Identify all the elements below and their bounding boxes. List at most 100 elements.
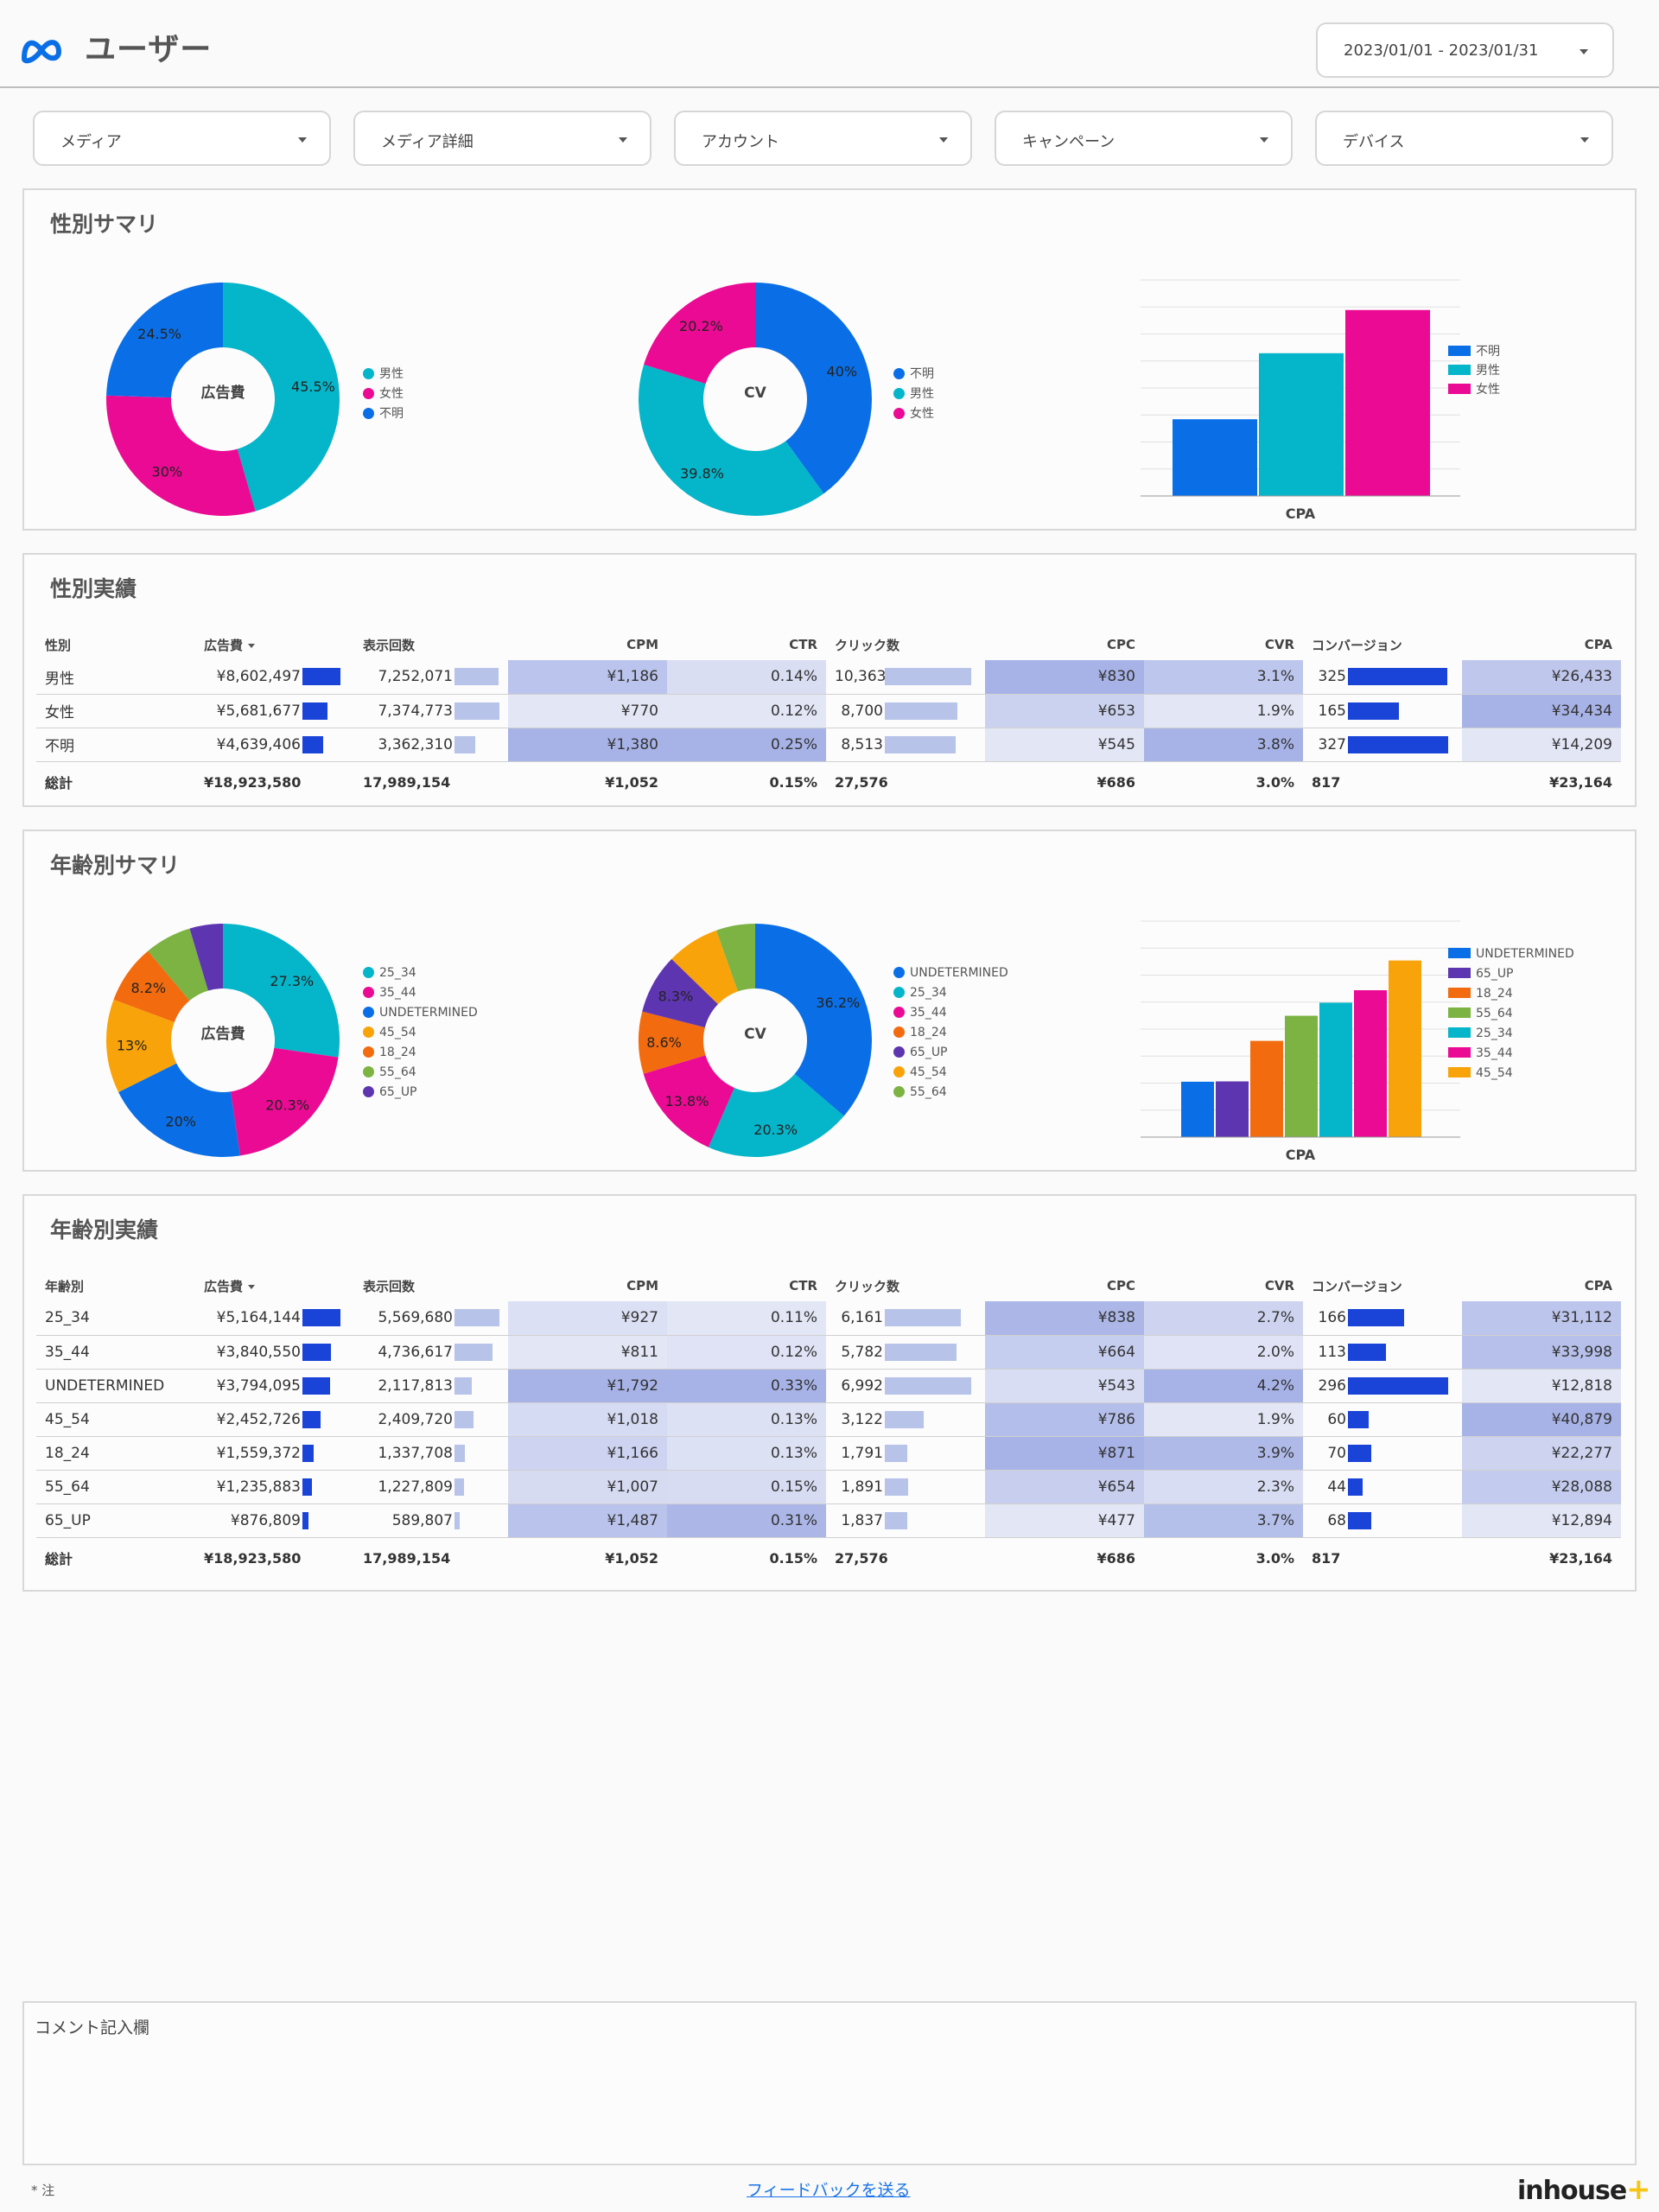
table-row[interactable]: 18_24 ¥1,559,372 1,337,708 ¥1,166 0.13% 1,791… [36,1436,1621,1471]
table-cell: ¥653 [985,694,1144,728]
donut-slice[interactable] [716,924,755,992]
table-cell: 8,513 [826,728,985,762]
donut-slice[interactable] [642,958,719,1028]
table-cell: 2,409,720 [354,1402,508,1437]
table-cell: ¥876,809 [195,1503,354,1538]
filter-device[interactable]: デバイス [1315,111,1613,166]
inline-bar [1348,1410,1369,1428]
donut-slice[interactable] [755,283,872,494]
cpa-bar[interactable] [1285,1015,1318,1137]
column-header[interactable]: CVR [1264,637,1294,652]
inline-bar [1348,735,1448,753]
donut-slice[interactable] [105,395,256,516]
column-header[interactable]: CPA [1584,637,1612,652]
table-row[interactable]: 25_34 ¥5,164,144 5,569,680 ¥927 0.11% 6,161 ¥8… [36,1301,1621,1336]
column-header[interactable]: 広告費 [195,629,354,660]
inline-bar [885,702,957,720]
table-row[interactable]: 女性 ¥5,681,677 7,374,773 ¥770 0.12% 8,700 ¥653 1… [36,694,1621,728]
filter-media[interactable]: メディア [33,111,331,166]
table-cell: 1,791 [826,1436,985,1471]
table-cell: 44 [1303,1470,1462,1504]
donut-slice[interactable] [189,924,223,991]
column-header[interactable]: 表示回数 [363,1278,416,1294]
column-header[interactable]: クリック数 [835,637,900,653]
table-cell: 0.13% [667,1436,826,1471]
donut-slice[interactable] [105,999,177,1093]
feedback-link[interactable]: フィードバックを送る [747,2181,911,2200]
inline-bar [1348,1343,1387,1361]
table-cell: ¥1,166 [508,1436,667,1471]
donut-slice[interactable] [755,924,872,1116]
table-cell: 589,807 [354,1503,508,1538]
legend-item: 18_24 [893,1026,947,1039]
sort-desc-icon[interactable] [248,1284,256,1289]
cpa-bar[interactable] [1250,1040,1283,1137]
donut-slice[interactable] [106,283,223,398]
column-header[interactable]: 性別 [45,637,72,653]
column-header[interactable]: 年齢別 [45,1278,85,1294]
cpa-bar[interactable] [1181,1081,1214,1137]
column-header[interactable]: 表示回数 [363,637,416,653]
cpa-bar[interactable] [1345,309,1430,496]
column-header[interactable]: CTR [789,637,817,652]
donut-center-label: 広告費 [201,384,245,402]
cpa-bar[interactable] [1389,960,1421,1137]
column-header[interactable]: CTR [789,1278,817,1294]
donut-slice[interactable] [639,364,824,516]
table-row[interactable]: 35_44 ¥3,840,550 4,736,617 ¥811 0.12% 5,782 ¥6… [36,1335,1621,1370]
column-header[interactable]: CPM [626,637,658,652]
donut-slice[interactable] [118,1063,240,1157]
cpa-bar[interactable] [1259,353,1344,496]
donut-slice[interactable] [643,1055,734,1147]
table-row[interactable]: 男性 ¥8,602,497 7,252,071 ¥1,186 0.14% 10,363 ¥8… [36,660,1621,695]
table-row[interactable]: 不明 ¥4,639,406 3,362,310 ¥1,380 0.25% 8,513 ¥54… [36,728,1621,762]
table-cell: 8,700 [826,694,985,728]
donut-slice[interactable] [230,1047,339,1156]
inline-bar [885,1410,924,1428]
donut-slice[interactable] [223,924,340,1058]
table-cell: 166 [1303,1301,1462,1336]
donut-slice[interactable] [223,283,340,512]
column-header[interactable]: CVR [1264,1278,1294,1294]
table-row[interactable]: 45_54 ¥2,452,726 2,409,720 ¥1,018 0.13% 3,122… [36,1402,1621,1437]
inline-bar [885,668,971,686]
inline-bar [454,1444,466,1462]
comment-label: コメント記入欄 [35,2018,150,2037]
comment-box[interactable]: コメント記入欄 [22,2001,1637,2165]
filter-account[interactable]: アカウント [674,111,972,166]
filter-campaign[interactable]: キャンペーン [995,111,1293,166]
column-header[interactable]: クリック数 [835,1278,900,1294]
inline-bar [1348,1376,1448,1395]
donut-slice[interactable] [148,928,208,1001]
footer-note: * 注 [31,2183,55,2198]
cpa-bar[interactable] [1216,1081,1249,1137]
cpa-bar[interactable] [1173,419,1257,496]
cpa-bar[interactable] [1319,1002,1352,1137]
sort-desc-icon[interactable] [248,643,256,648]
donut-slice[interactable] [113,950,190,1023]
cpa-bar[interactable] [1354,990,1387,1137]
table-cell: ¥31,112 [1462,1301,1621,1336]
table-row[interactable]: UNDETERMINED ¥3,794,095 2,117,813 ¥1,792 0.3… [36,1369,1621,1403]
donut-slice[interactable] [639,1011,706,1074]
total-cell: 0.15% [769,773,817,791]
column-header[interactable]: コンバージョン [1312,1278,1402,1294]
column-header[interactable]: 広告費 [195,1270,354,1301]
column-header[interactable]: CPA [1584,1278,1612,1294]
date-range-picker[interactable]: 2023/01/01 - 2023/01/31 [1316,22,1614,78]
donut-slice[interactable] [671,930,739,1005]
filter-media-detail[interactable]: メディア詳細 [353,111,652,166]
column-header[interactable]: コンバージョン [1312,637,1402,653]
table-row[interactable]: 65_UP ¥876,809 589,807 ¥1,487 0.31% 1,837 ¥477… [36,1503,1621,1538]
age-cv-donut-chart: 36.2% 20.3% 13.8% 8.6% 8.3% CV [639,924,872,1157]
donut-slice[interactable] [708,1073,844,1157]
table-row[interactable]: 55_64 ¥1,235,883 1,227,809 ¥1,007 0.15% 1,891… [36,1470,1621,1504]
donut-slice[interactable] [644,283,755,385]
column-header[interactable]: CPC [1106,637,1135,652]
table-cell: 327 [1303,728,1462,762]
legend-item: 25_34 [1448,1027,1513,1040]
inline-bar [302,1478,312,1496]
column-header[interactable]: CPC [1106,1278,1135,1294]
column-header[interactable]: CPM [626,1278,658,1294]
table-cell: 60 [1303,1402,1462,1437]
